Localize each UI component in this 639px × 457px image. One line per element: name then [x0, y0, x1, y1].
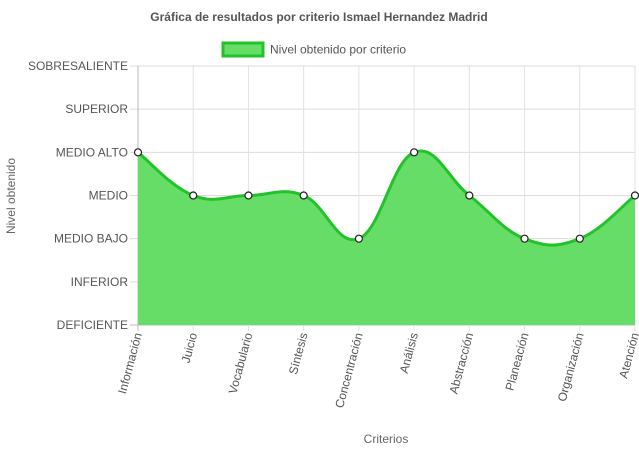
x-tick-label: Organización — [555, 331, 587, 403]
x-tick-label: Abstracción — [446, 331, 476, 395]
x-tick-label: Concentración — [332, 331, 366, 409]
x-axis-ticks: Información Juicio Vocabulario Síntesis Conc… — [115, 331, 639, 410]
y-axis-ticks: DEFICIENTE INFERIOR MEDIO BAJO MEDIO MEDIO A… — [28, 59, 128, 332]
points-layer — [133, 148, 639, 243]
series-layer — [137, 149, 636, 325]
data-point[interactable] — [410, 148, 419, 157]
x-tick-label: Atención — [616, 331, 639, 380]
x-tick-label: Vocabulario — [226, 331, 256, 396]
series-area — [138, 150, 635, 325]
y-tick-label: INFERIOR — [71, 275, 129, 289]
y-axis-label: Nivel obtenido — [4, 158, 18, 234]
data-point[interactable] — [244, 191, 253, 200]
x-tick-label: Información — [115, 331, 145, 395]
y-tick-label: MEDIO BAJO — [54, 232, 128, 246]
legend-swatch[interactable] — [221, 41, 265, 58]
data-point[interactable] — [189, 191, 198, 200]
x-tick-label: Análisis — [397, 331, 421, 375]
data-point[interactable] — [520, 234, 529, 243]
data-point[interactable] — [299, 191, 308, 200]
x-tick-label: Juicio — [179, 331, 201, 365]
legend-label[interactable]: Nivel obtenido por criterio — [270, 43, 406, 57]
data-point[interactable] — [575, 234, 584, 243]
data-point[interactable] — [630, 191, 639, 200]
data-point[interactable] — [465, 191, 474, 200]
x-tick-label: Síntesis — [286, 331, 311, 376]
y-tick-label: SOBRESALIENTE — [28, 59, 128, 73]
y-tick-label: DEFICIENTE — [57, 318, 128, 332]
y-tick-label: SUPERIOR — [65, 102, 128, 116]
chart-title: Gráfica de resultados por criterio Ismae… — [150, 10, 487, 24]
y-tick-label: MEDIO — [89, 189, 128, 203]
y-tick-label: MEDIO ALTO — [56, 145, 128, 159]
data-point[interactable] — [133, 148, 143, 157]
x-tick-label: Planeación — [503, 331, 532, 392]
x-axis-label: Criterios — [364, 432, 409, 446]
legend[interactable]: Nivel obtenido por criterio — [221, 41, 406, 58]
data-point[interactable] — [354, 234, 363, 243]
series-line — [137, 149, 636, 247]
